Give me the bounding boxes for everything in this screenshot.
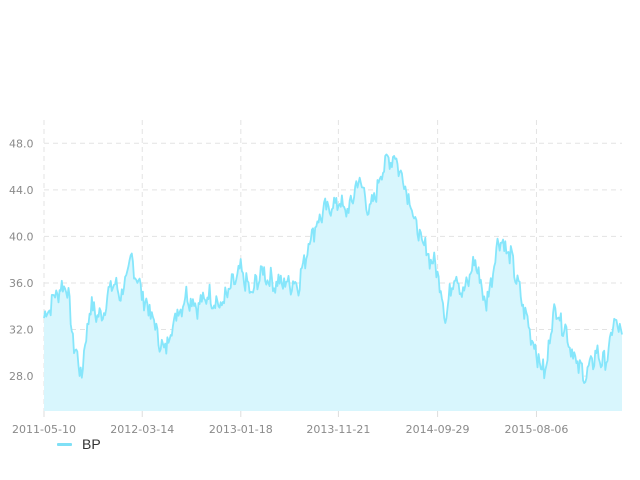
plot-area <box>43 153 623 411</box>
y-tick-label: 48.0 <box>9 137 34 150</box>
x-tick-label: 2014-09-29 <box>406 423 470 436</box>
legend[interactable]: BP <box>57 436 101 452</box>
x-tick-label: 2013-11-21 <box>306 423 370 436</box>
series-line-bp <box>43 153 623 384</box>
y-tick-label: 44.0 <box>9 184 34 197</box>
y-tick-label: 28.0 <box>9 370 34 383</box>
y-tick-label: 40.0 <box>9 230 34 243</box>
y-axis-ticks: 28.0 32.0 36.0 40.0 44.0 48.0 <box>9 137 34 383</box>
legend-label-bp: BP <box>82 436 101 452</box>
x-tick-label: 2013-01-18 <box>209 423 273 436</box>
legend-swatch-bp <box>57 442 72 446</box>
x-tick-label: 2011-05-10 <box>12 423 76 436</box>
y-tick-label: 36.0 <box>9 277 34 290</box>
x-axis-ticks: 2011-05-10 2012-03-14 2013-01-18 2013-11-21… <box>12 423 568 436</box>
y-tick-label: 32.0 <box>9 324 34 337</box>
area-fill-bp <box>44 154 622 411</box>
x-tick-label: 2012-03-14 <box>110 423 174 436</box>
x-tick-label: 2015-08-06 <box>505 423 569 436</box>
